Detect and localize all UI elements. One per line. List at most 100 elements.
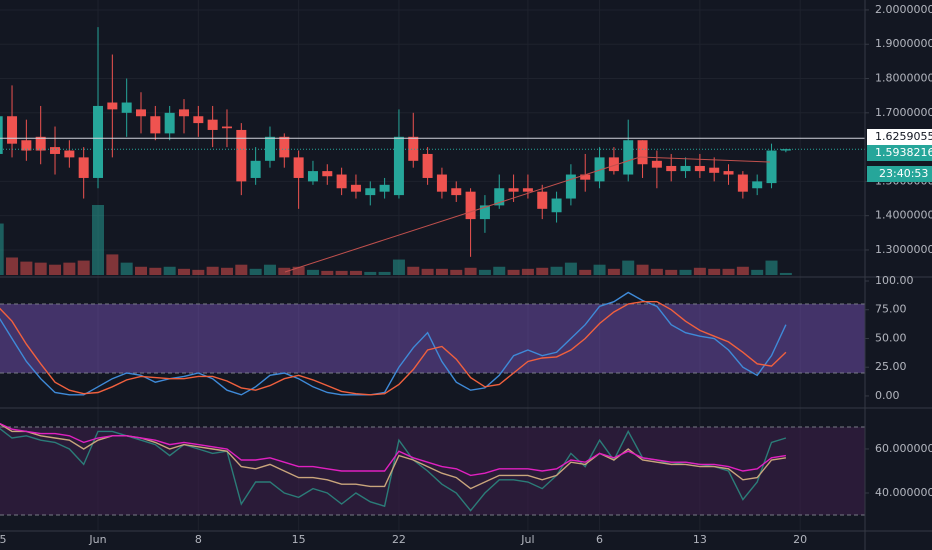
candle-body	[322, 171, 333, 177]
candle-body	[422, 153, 433, 178]
candle-body	[752, 181, 763, 189]
volume-bar	[779, 272, 792, 275]
y-tick-label: 60.0000000	[875, 442, 932, 455]
y-tick-label: 100.00	[875, 274, 914, 287]
volume-bar	[665, 269, 678, 275]
volume-bar	[765, 260, 778, 275]
volume-bar	[235, 264, 248, 275]
volume-bar	[249, 268, 262, 275]
candle-body	[35, 136, 46, 151]
candle-body	[408, 136, 419, 161]
volume-bar	[378, 271, 391, 275]
candle-body	[522, 188, 533, 192]
trend-line	[284, 156, 641, 273]
candle-body	[393, 136, 404, 196]
candle-body	[64, 150, 75, 158]
volume-bar	[349, 270, 362, 275]
candle-body	[465, 191, 476, 220]
x-tick-label: 5	[0, 533, 7, 546]
candle-body	[680, 165, 691, 172]
candle-body	[350, 184, 361, 192]
candle-body	[436, 174, 447, 192]
candle-body	[250, 160, 261, 178]
candle-body	[336, 174, 347, 189]
candle-body	[293, 157, 304, 178]
candle-body	[193, 116, 204, 124]
candle-body	[694, 165, 705, 172]
candle-body	[551, 198, 562, 213]
volume-bar	[421, 268, 434, 275]
volume-bar	[536, 267, 549, 275]
candle-body	[666, 165, 677, 172]
volume-bar	[20, 261, 33, 275]
volume-bar	[507, 269, 520, 275]
y-tick-label: 1.4000000	[875, 209, 932, 222]
volume-bar	[493, 266, 506, 275]
volume-bar	[163, 266, 176, 275]
candle-body	[207, 119, 218, 130]
candle-body	[7, 116, 18, 144]
volume-bar	[135, 266, 147, 275]
candle-body	[264, 136, 275, 161]
volume-bar	[177, 268, 190, 275]
candle-body	[537, 191, 548, 209]
candle-body	[221, 126, 232, 129]
band-fill	[0, 303, 865, 373]
volume-bar	[364, 271, 377, 275]
panes	[0, 0, 865, 530]
volume-bar	[106, 254, 119, 275]
volume-bar	[435, 268, 448, 275]
volume-bar	[708, 268, 721, 275]
volume-bar	[736, 266, 749, 275]
volume-bar	[693, 267, 706, 275]
volume-bar	[292, 266, 305, 275]
volume-bar	[92, 205, 105, 275]
x-tick-label: Jul	[520, 533, 534, 546]
candle-body	[594, 157, 605, 182]
volume-bar	[579, 269, 592, 275]
volume-bar	[278, 267, 291, 275]
candle-body	[121, 102, 132, 113]
candle-body	[379, 184, 390, 192]
volume-bar	[335, 270, 348, 275]
volume-bar	[306, 269, 319, 275]
volume-bar	[392, 259, 405, 275]
x-tick-label: 15	[292, 533, 306, 546]
candle-body	[637, 140, 648, 165]
candle-body	[93, 105, 104, 178]
price-label-box	[867, 145, 932, 161]
candle-body	[164, 112, 175, 134]
price-label: 1.6259055	[875, 130, 932, 143]
volume-bar	[63, 262, 76, 275]
volume-bar	[622, 260, 635, 275]
candle-body	[178, 109, 189, 117]
y-tick-label: 1.8000000	[875, 72, 932, 85]
candle-body	[737, 174, 748, 192]
countdown-box	[867, 166, 932, 182]
candle-body	[709, 167, 720, 173]
volume-bar	[263, 264, 276, 275]
volume-bar	[722, 268, 735, 275]
volume-bar	[550, 266, 563, 275]
candle-body	[494, 188, 505, 206]
candle-body	[580, 174, 591, 180]
volume-bar	[49, 264, 62, 275]
volume-bar	[679, 269, 692, 275]
volume-bar	[34, 262, 47, 275]
indicator-line	[0, 301, 787, 396]
volume-bar	[650, 268, 663, 275]
x-tick-label: 22	[392, 533, 406, 546]
price-label: 1.5938216	[875, 146, 932, 159]
y-tick-label: 2.0000000	[875, 3, 932, 16]
y-tick-label: 50.00	[875, 331, 907, 344]
x-tick-label: 20	[793, 533, 807, 546]
price-label-box	[867, 129, 932, 145]
y-tick-label: 40.0000000	[875, 486, 932, 499]
volume-bar	[120, 262, 133, 275]
y-tick-label: 1.3000000	[875, 243, 932, 256]
candle-body	[623, 140, 634, 175]
candle-body	[723, 171, 734, 175]
candle-body	[279, 136, 290, 158]
candle-body	[508, 188, 519, 192]
candle-body	[136, 109, 146, 117]
